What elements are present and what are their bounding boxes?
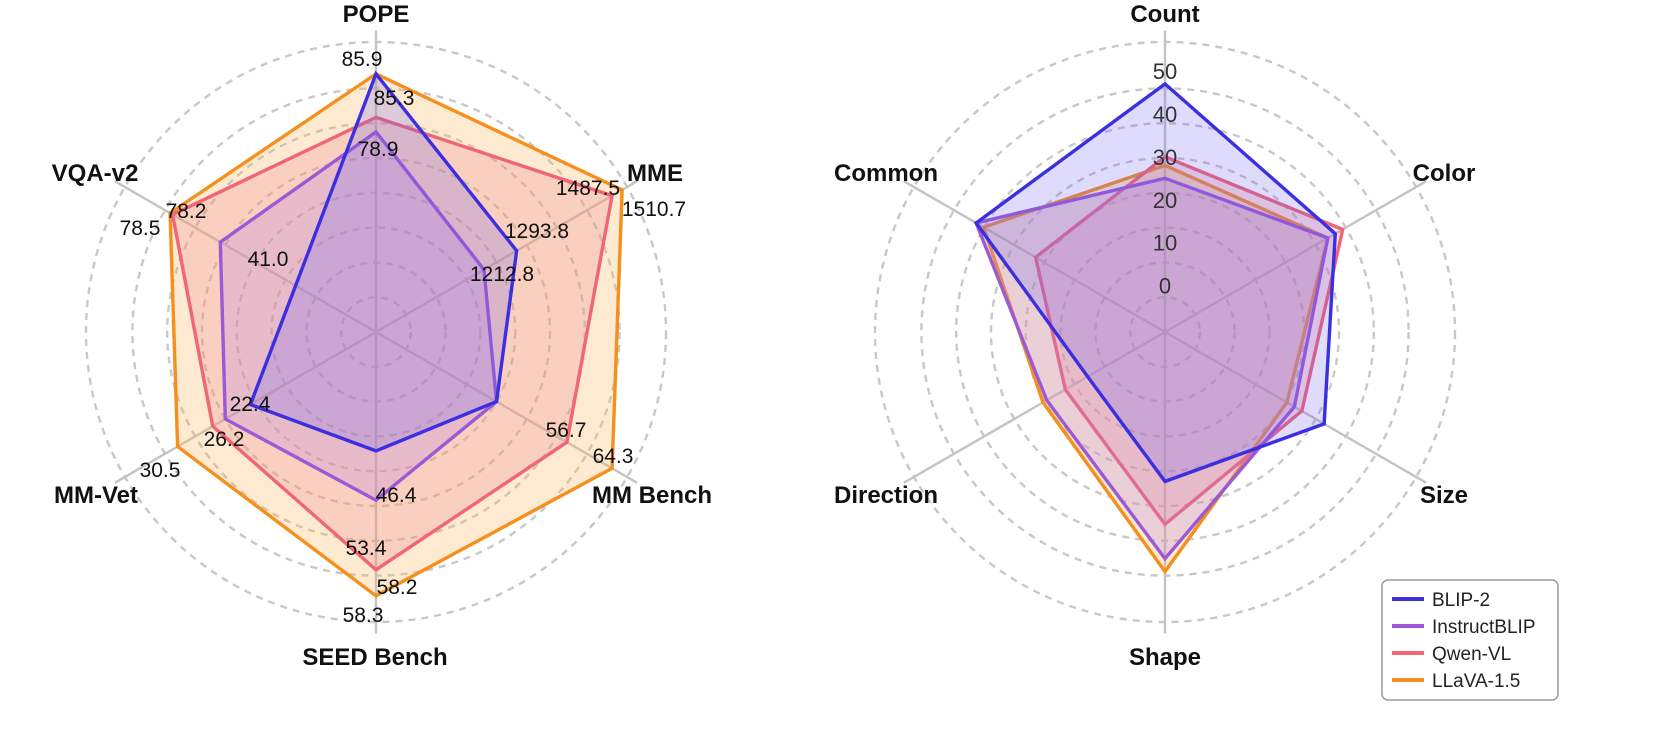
data-label: 1510.7 xyxy=(622,198,686,221)
radar-chart-spatial: 0 10 20 30 40 50 Count Color Size Shape Direction C… xyxy=(834,1,1475,671)
r-tick-label: 30 xyxy=(1153,145,1177,170)
axis-label: Shape xyxy=(1129,644,1201,671)
axis-label: VQA-v2 xyxy=(52,160,139,187)
left-series-llava-1-5 xyxy=(168,71,624,598)
left-series-instructblip xyxy=(218,129,499,503)
legend-box xyxy=(1381,579,1559,701)
data-label: 64.3 xyxy=(593,445,634,468)
data-label: 78.5 xyxy=(120,217,161,240)
axis-label: POPE xyxy=(343,1,410,28)
axis-label: MM Bench xyxy=(592,482,712,509)
data-label: 22.4 xyxy=(230,393,271,416)
r-tick-label: 0 xyxy=(1159,274,1171,299)
spoke-line xyxy=(1164,180,1427,334)
data-label: 1212.8 xyxy=(470,263,534,286)
axis-label: Size xyxy=(1420,482,1468,509)
data-label: 85.9 xyxy=(342,48,383,71)
data-label: 58.2 xyxy=(377,576,418,599)
axis-label: MM-Vet xyxy=(54,482,138,509)
axis-label: Direction xyxy=(834,482,938,509)
legend-entry: InstructBLIP xyxy=(1432,617,1536,638)
axis-label: SEED Bench xyxy=(302,644,447,671)
data-label: 26.2 xyxy=(204,428,245,451)
left-series-blip-2 xyxy=(248,70,519,453)
data-label: 58.3 xyxy=(343,604,384,627)
r-tick-label: 50 xyxy=(1153,59,1177,84)
data-label: 78.2 xyxy=(166,200,207,223)
axis-label: MME xyxy=(627,160,683,187)
data-label: 30.5 xyxy=(140,459,181,482)
right-series-qwen-vl xyxy=(1033,154,1345,527)
right-series-blip-2 xyxy=(973,81,1338,484)
spoke-line xyxy=(114,330,377,484)
data-label: 1487.5 xyxy=(556,177,620,200)
grid-ring xyxy=(1059,226,1271,438)
axis-label: Color xyxy=(1413,160,1476,187)
data-label: 53.4 xyxy=(346,537,387,560)
data-label: 85.3 xyxy=(374,87,415,110)
legend: BLIP-2 InstructBLIP Qwen-VL LLaVA-1.5 xyxy=(1381,579,1559,701)
data-label: 56.7 xyxy=(546,419,587,442)
spoke-line xyxy=(375,330,638,484)
grid-ring xyxy=(270,226,482,438)
legend-entry: LLaVA-1.5 xyxy=(1432,671,1520,692)
legend-entry: Qwen-VL xyxy=(1432,644,1511,665)
r-tick-label: 20 xyxy=(1153,188,1177,213)
r-tick-label: 40 xyxy=(1153,102,1177,127)
data-label: 46.4 xyxy=(376,484,417,507)
spoke-line xyxy=(114,180,377,334)
axis-label: Count xyxy=(1130,1,1199,28)
left-grid xyxy=(84,30,668,634)
spoke-line xyxy=(375,180,638,334)
r-axis-ticks: 0 10 20 30 40 50 xyxy=(1153,59,1177,299)
axis-label: Common xyxy=(834,160,938,187)
data-label: 41.0 xyxy=(248,248,289,271)
data-label: 78.9 xyxy=(358,138,399,161)
r-tick-label: 10 xyxy=(1153,231,1177,256)
spoke-line xyxy=(903,330,1166,484)
data-label: 1293.8 xyxy=(505,220,569,243)
legend-entry: BLIP-2 xyxy=(1432,590,1490,611)
